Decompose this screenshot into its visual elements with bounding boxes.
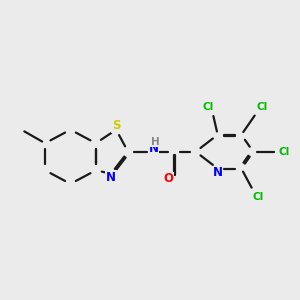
Text: Cl: Cl <box>253 192 264 202</box>
Text: N: N <box>148 142 158 155</box>
Text: Cl: Cl <box>202 102 214 112</box>
Text: N: N <box>106 171 116 184</box>
Text: N: N <box>213 166 223 179</box>
Text: O: O <box>164 172 174 185</box>
Text: H: H <box>151 136 160 146</box>
Text: Cl: Cl <box>279 147 290 157</box>
Text: Cl: Cl <box>256 102 267 112</box>
Text: S: S <box>112 119 120 132</box>
